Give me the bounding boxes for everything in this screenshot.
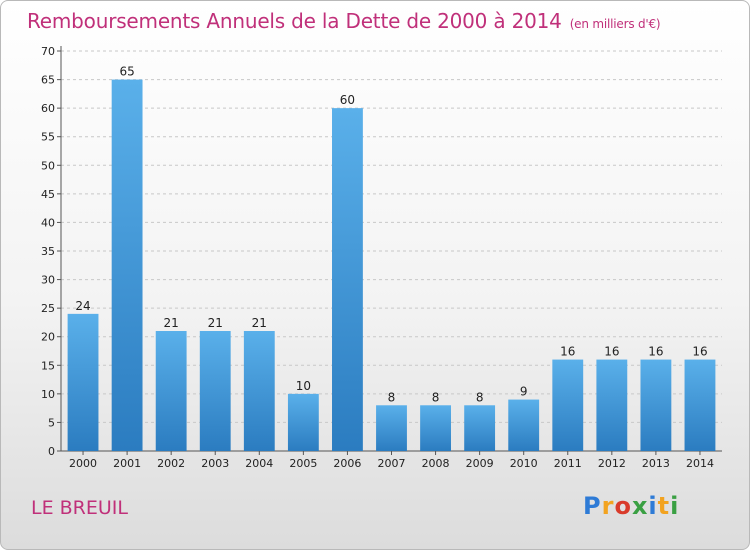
data-label-2004: 21 xyxy=(252,316,267,330)
bar-2013 xyxy=(640,359,672,451)
x-tick-label: 2005 xyxy=(289,457,317,470)
x-tick-label: 2013 xyxy=(642,457,670,470)
y-tick-label: 55 xyxy=(41,131,55,144)
y-tick-label: 50 xyxy=(41,159,55,172)
bar-2005 xyxy=(287,393,319,451)
logo-letter: o xyxy=(614,492,632,520)
data-labels: 24 65 21 21 21 10 60 8 8 8 9 16 16 16 16 xyxy=(75,65,707,405)
bar-2009 xyxy=(464,405,496,451)
data-label-2001: 65 xyxy=(119,65,134,79)
y-tick-label: 25 xyxy=(41,302,55,315)
x-tick-label: 2014 xyxy=(686,457,714,470)
chart-unit: (en milliers d'€) xyxy=(569,17,661,31)
commune-name: LE BREUIL xyxy=(31,497,128,519)
x-tick-label: 2010 xyxy=(510,457,538,470)
bar-2006 xyxy=(332,108,363,452)
axes: 0 5 10 15 20 25 30 35 40 45 50 55 60 65 70 2000 2001 2002… xyxy=(41,45,722,470)
y-tick-label: 10 xyxy=(41,388,55,401)
bars xyxy=(67,79,716,452)
bar-2012 xyxy=(596,359,628,451)
data-label-2007: 8 xyxy=(388,390,396,404)
logo-letter: P xyxy=(583,492,602,520)
y-tick-label: 65 xyxy=(41,74,55,87)
x-tick-label: 2009 xyxy=(466,457,494,470)
data-label-2005: 10 xyxy=(296,379,311,393)
bar-2000 xyxy=(67,313,99,451)
data-label-2006: 60 xyxy=(340,93,355,107)
data-label-2013: 16 xyxy=(648,345,663,359)
data-label-2011: 16 xyxy=(560,345,575,359)
data-label-2014: 16 xyxy=(692,345,707,359)
logo-letter: r xyxy=(601,492,615,520)
y-tick-label: 20 xyxy=(41,331,55,344)
logo-letter: i xyxy=(648,492,658,520)
y-tick-label: 30 xyxy=(41,274,55,287)
data-label-2012: 16 xyxy=(604,345,619,359)
logo-letter: x xyxy=(631,492,649,520)
chart-title: Remboursements Annuels de la Dette de 20… xyxy=(27,9,661,33)
x-tick-label: 2003 xyxy=(201,457,229,470)
data-label-2009: 8 xyxy=(476,390,484,404)
y-tick-label: 40 xyxy=(41,216,55,229)
data-label-2003: 21 xyxy=(208,316,223,330)
x-tick-label: 2004 xyxy=(245,457,273,470)
bar-2002 xyxy=(155,331,187,451)
y-tick-label: 45 xyxy=(41,188,55,201)
bar-2010 xyxy=(508,399,540,451)
x-tick-label: 2006 xyxy=(333,457,361,470)
y-tick-label: 60 xyxy=(41,102,55,115)
x-tick-label: 2008 xyxy=(422,457,450,470)
y-tick-label: 70 xyxy=(41,45,55,58)
bar-2004 xyxy=(243,331,275,451)
y-tick-label: 15 xyxy=(41,359,55,372)
y-tick-label: 0 xyxy=(48,445,55,458)
bar-2001 xyxy=(111,79,143,452)
data-label-2008: 8 xyxy=(432,390,440,404)
x-tick-label: 2000 xyxy=(69,457,97,470)
bar-2011 xyxy=(552,359,584,451)
data-label-2010: 9 xyxy=(520,385,528,399)
y-tick-label: 5 xyxy=(48,416,55,429)
bar-2007 xyxy=(376,405,407,451)
bar-2008 xyxy=(420,405,451,451)
y-tick-label: 35 xyxy=(41,245,55,258)
x-tick-label: 2007 xyxy=(378,457,406,470)
bar-2014 xyxy=(684,359,716,451)
data-label-2002: 21 xyxy=(164,316,179,330)
logo-letter: t xyxy=(657,492,671,520)
bar-2003 xyxy=(199,331,231,451)
proxiti-logo[interactable]: Proxiti xyxy=(583,492,679,520)
x-tick-label: 2012 xyxy=(598,457,626,470)
chart-title-text: Remboursements Annuels de la Dette de 20… xyxy=(27,9,562,33)
data-label-2000: 24 xyxy=(75,299,90,313)
logo-letter: i xyxy=(670,492,680,520)
x-tick-label: 2001 xyxy=(113,457,141,470)
x-tick-label: 2011 xyxy=(554,457,582,470)
x-tick-label: 2002 xyxy=(157,457,185,470)
